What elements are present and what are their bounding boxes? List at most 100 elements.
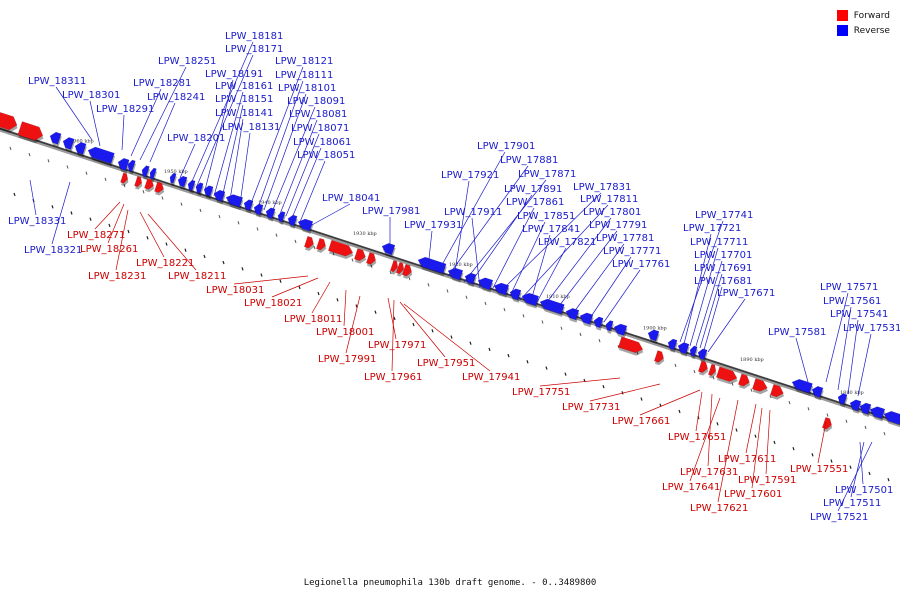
- reverse-gene-label: LPW_17881: [500, 155, 558, 166]
- reverse-label-leader: [271, 106, 316, 213]
- reverse-label-leader: [121, 114, 125, 151]
- reverse-label-leader: [499, 192, 602, 293]
- reverse-gene-label: LPW_17821: [538, 237, 596, 248]
- forward-gene-label: LPW_17661: [612, 416, 670, 427]
- legend-swatch-forward: [836, 10, 848, 21]
- reverse-label-leader: [291, 147, 322, 219]
- axis-minor-tick: [788, 400, 791, 405]
- axis-minor-tick: [142, 190, 145, 194]
- forward-label-leader: [689, 397, 721, 482]
- reverse-label-leader: [179, 143, 196, 179]
- forward-label-leader: [817, 421, 827, 464]
- reverse-gene-label: LPW_17791: [589, 220, 647, 231]
- forward-gene-arrow: [120, 172, 129, 187]
- forward-gene-label: LPW_17941: [462, 372, 520, 383]
- forward-gene-arrow: [134, 176, 143, 190]
- reverse-label-leader: [589, 256, 632, 319]
- reverse-label-leader: [471, 217, 481, 289]
- forward-label-leader: [745, 403, 757, 454]
- reverse-gene-arrow: [521, 292, 540, 309]
- reverse-gene-label: LPW_18061: [293, 137, 351, 148]
- axis-tick-label: 1930 kbp: [353, 231, 377, 237]
- gene-body: [791, 379, 813, 394]
- reverse-label-leader: [453, 180, 470, 279]
- reverse-gene-label: LPW_17841: [522, 224, 580, 235]
- forward-gene-label: LPW_18011: [284, 314, 342, 325]
- forward-label-leader: [387, 297, 397, 340]
- reverse-label-leader: [573, 243, 625, 313]
- axis-tick-label: 1940 kbp: [258, 200, 282, 206]
- axis-minor-tick: [393, 316, 396, 321]
- reverse-gene-label: LPW_18151: [215, 94, 273, 105]
- reverse-gene-label: LPW_17711: [690, 237, 748, 248]
- genome-axis-line: [0, 127, 900, 424]
- gene-body: [859, 402, 872, 415]
- genome-axis-shadow: [0, 127, 900, 426]
- reverse-label-leader: [89, 100, 101, 147]
- reverse-gene-label: LPW_17851: [517, 211, 575, 222]
- gene-body: [0, 112, 18, 131]
- gene-body: [297, 218, 314, 232]
- forward-label-leader: [589, 383, 661, 402]
- forward-label-leader: [147, 213, 197, 271]
- axis-minor-tick: [317, 291, 320, 296]
- reverse-gene-arrow: [381, 243, 396, 258]
- forward-gene-label: LPW_18221: [136, 258, 194, 269]
- axis-minor-tick: [279, 279, 282, 283]
- axis-minor-tick: [408, 276, 411, 281]
- label-leaders: [29, 41, 873, 512]
- reverse-label-leader: [257, 80, 304, 209]
- reverse-label-leader: [309, 203, 351, 227]
- forward-gene-label: LPW_17961: [364, 372, 422, 383]
- forward-label-leader: [343, 289, 347, 327]
- reverse-gene-label: LPW_17831: [573, 182, 631, 193]
- legend-label-forward: Forward: [853, 10, 890, 21]
- reverse-gene-label: LPW_18051: [297, 150, 355, 161]
- legend-label-reverse: Reverse: [853, 25, 890, 36]
- reverse-gene-label: LPW_18201: [167, 133, 225, 144]
- reverse-label-leader: [707, 298, 746, 353]
- reverse-gene-arrow: [277, 211, 286, 225]
- axis-minor-tick: [298, 285, 301, 290]
- forward-gene-label: LPW_17551: [790, 464, 848, 475]
- reverse-gene-arrow: [849, 399, 862, 414]
- reverse-gene-label: LPW_18281: [133, 78, 191, 89]
- gene-labels: LPW_18311 LPW_18301 LPW_18291 LPW_18281 LPW_…: [8, 31, 900, 523]
- reverse-gene-label: LPW_17581: [768, 327, 826, 338]
- axis-minor-tick: [123, 183, 126, 188]
- axis-minor-tick: [560, 326, 563, 330]
- gene-body: [509, 288, 522, 301]
- reverse-label-leader: [795, 337, 809, 383]
- gene-body: [811, 386, 824, 398]
- forward-gene-label: LPW_17731: [562, 402, 620, 413]
- forward-gene-label: LPW_18001: [316, 327, 374, 338]
- axis-minor-tick: [355, 304, 358, 308]
- reverse-label-leader: [204, 79, 234, 191]
- reverse-gene-label: LPW_18301: [62, 90, 120, 101]
- forward-gene-label: LPW_17641: [662, 482, 720, 493]
- reverse-label-leader: [285, 133, 320, 217]
- reverse-gene-arrow: [253, 203, 264, 218]
- reverse-gene-arrow: [141, 165, 151, 180]
- axis-minor-tick: [716, 422, 719, 426]
- reverse-gene-arrow: [62, 137, 75, 153]
- reverse-gene-arrow: [117, 158, 130, 174]
- forward-label-leader: [139, 211, 165, 258]
- reverse-gene-label: LPW_18311: [28, 76, 86, 87]
- axis-minor-tick: [161, 196, 164, 200]
- axis-minor-tick: [845, 419, 848, 423]
- reverse-gene-label: LPW_18111: [275, 70, 333, 81]
- gene-body: [716, 366, 738, 382]
- forward-gene-label: LPW_18271: [67, 230, 125, 241]
- reverse-label-leader: [263, 93, 307, 211]
- gene-body: [708, 363, 716, 376]
- axis-minor-tick: [351, 258, 354, 262]
- reverse-label-leader: [603, 269, 641, 323]
- reverse-gene-label: LPW_18181: [225, 31, 283, 42]
- reverse-gene-arrow: [203, 185, 214, 200]
- gene-body: [697, 348, 708, 360]
- reverse-gene-arrow: [477, 277, 494, 293]
- axis-minor-tick: [640, 397, 643, 401]
- reverse-gene-label: LPW_17921: [441, 170, 499, 181]
